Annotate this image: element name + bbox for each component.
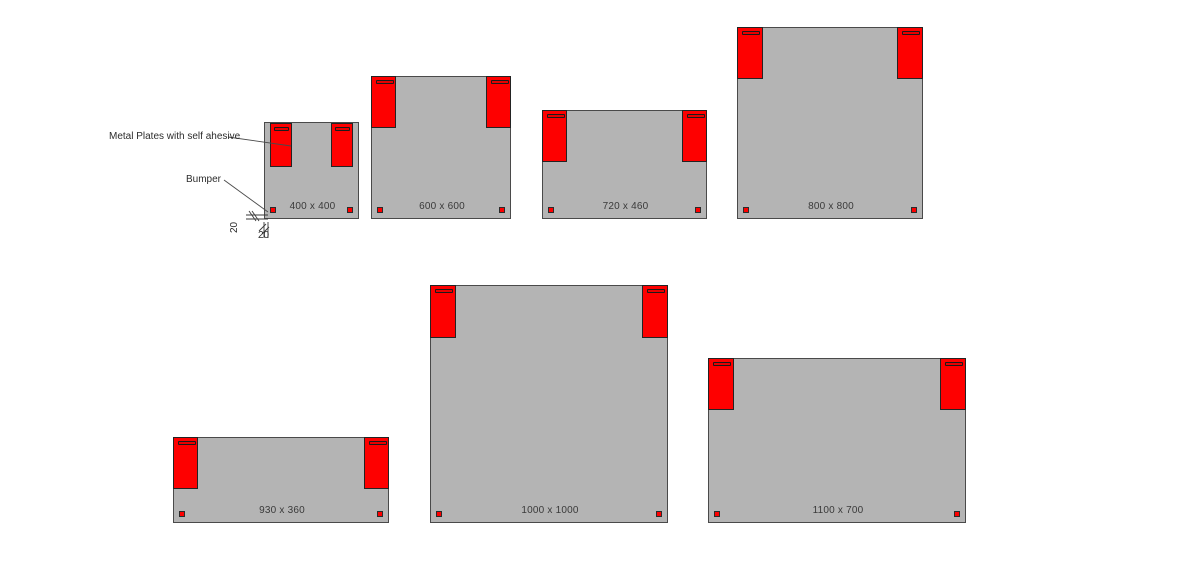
dimension-label-vertical-20: 20	[229, 221, 240, 233]
metal-plate-left[interactable]	[708, 358, 734, 410]
metal-plate-slot	[274, 127, 289, 131]
bumper-left[interactable]	[548, 207, 554, 213]
plate-600x600[interactable]: 600 x 600	[371, 76, 511, 219]
metal-plate-right[interactable]	[642, 285, 668, 338]
metal-plate-right[interactable]	[331, 123, 353, 167]
plate-caption: 600 x 600	[419, 201, 465, 212]
bumper-annotation-label: Bumper	[186, 174, 222, 185]
plate-caption: 1100 x 700	[812, 505, 864, 516]
bumper-left[interactable]	[377, 207, 383, 213]
metal-plate-slot	[945, 362, 963, 366]
bumper-right[interactable]	[695, 207, 701, 213]
metal-plate-left[interactable]	[737, 27, 763, 79]
plate-caption: 720 x 460	[602, 201, 649, 212]
plate-930x360[interactable]: 930 x 360	[173, 437, 389, 523]
metal-plate-slot	[369, 441, 387, 445]
metal-plate-slot	[435, 289, 453, 293]
metal-plate-left[interactable]	[371, 76, 396, 128]
dimension-label-horizontal-20: 20	[258, 230, 270, 241]
plate-400x400[interactable]: 400 x 400	[264, 122, 359, 219]
bumper-left[interactable]	[436, 511, 442, 517]
plate-720x460[interactable]: 720 x 460	[542, 110, 707, 219]
metal-plate-left[interactable]	[430, 285, 456, 338]
metal-plate-slot	[376, 80, 394, 84]
leader-line-bumper	[223, 179, 269, 213]
metal-plate-slot	[178, 441, 196, 445]
metal-plate-right[interactable]	[940, 358, 966, 410]
bumper-left[interactable]	[179, 511, 185, 517]
metal-plate-right[interactable]	[897, 27, 923, 79]
bumper-right[interactable]	[347, 207, 353, 213]
metal-plate-slot	[647, 289, 665, 293]
bumper-left[interactable]	[743, 207, 749, 213]
metal-plate-slot	[742, 31, 760, 35]
metal-plate-right[interactable]	[486, 76, 511, 128]
metal-plate-right[interactable]	[364, 437, 389, 489]
metal-plate-slot	[491, 80, 509, 84]
metal-plate-right[interactable]	[682, 110, 707, 162]
metal-plate-slot	[902, 31, 920, 35]
metal-plate-slot	[335, 127, 350, 131]
bumper-right[interactable]	[377, 511, 383, 517]
metal-plate-slot	[547, 114, 565, 118]
plate-caption: 400 x 400	[289, 201, 336, 212]
bumper-right[interactable]	[499, 207, 505, 213]
plate-800x800[interactable]: 800 x 800	[737, 27, 923, 219]
bumper-left[interactable]	[270, 207, 276, 213]
plate-caption: 1000 x 1000	[521, 505, 579, 516]
plate-1000x1000[interactable]: 1000 x 1000	[430, 285, 668, 523]
bumper-right[interactable]	[911, 207, 917, 213]
metal-plate-slot	[713, 362, 731, 366]
metal-plate-left[interactable]	[270, 123, 292, 167]
plate-caption: 800 x 800	[808, 201, 854, 212]
metal-plate-left[interactable]	[542, 110, 567, 162]
bumper-left[interactable]	[714, 511, 720, 517]
plate-caption: 930 x 360	[259, 505, 305, 516]
metal-plates-annotation-label: Metal Plates with self ahesive	[109, 131, 241, 142]
bumper-right[interactable]	[954, 511, 960, 517]
metal-plate-left[interactable]	[173, 437, 198, 489]
bumper-right[interactable]	[656, 511, 662, 517]
metal-plate-slot	[687, 114, 705, 118]
plate-1100x700[interactable]: 1100 x 700	[708, 358, 966, 523]
